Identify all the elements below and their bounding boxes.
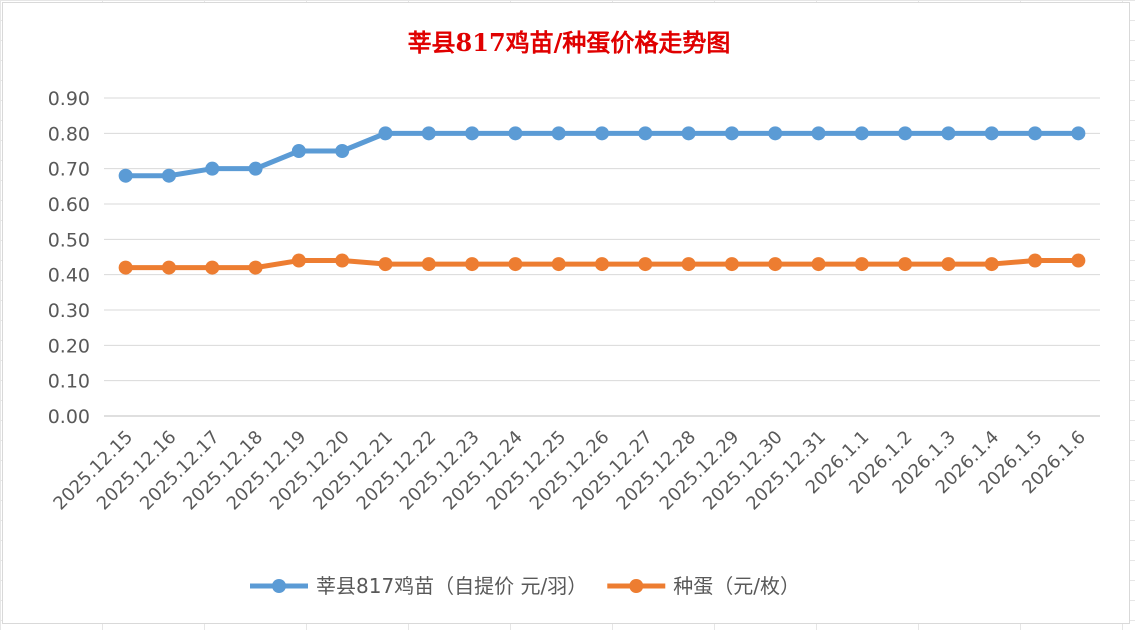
data-point[interactable]	[378, 257, 393, 272]
y-tick-label: 0.10	[48, 371, 90, 393]
data-point[interactable]	[421, 126, 436, 141]
data-point[interactable]	[768, 126, 783, 141]
data-point[interactable]	[291, 144, 306, 158]
data-point[interactable]	[854, 126, 869, 141]
y-tick-label: 0.00	[48, 406, 90, 428]
y-axis-ticks: 0.00 0.10 0.20 0.30 0.40 0.50 0.60 0.70 0.80 0.90	[48, 88, 90, 428]
data-point[interactable]	[984, 257, 999, 272]
data-point[interactable]	[941, 126, 956, 141]
legend[interactable]: 莘县817鸡苗（自提价 元/羽） 种蛋（元/枚）	[250, 574, 800, 598]
data-point[interactable]	[378, 126, 393, 141]
data-point[interactable]	[811, 126, 826, 141]
data-point[interactable]	[248, 161, 263, 176]
data-point[interactable]	[595, 126, 609, 141]
data-point[interactable]	[205, 161, 220, 176]
data-point[interactable]	[638, 257, 653, 272]
data-point[interactable]	[768, 257, 783, 272]
data-point[interactable]	[421, 257, 436, 272]
chart-title: 莘县817鸡苗/种蛋价格走势图	[408, 28, 731, 57]
y-tick-label: 0.40	[48, 265, 90, 287]
data-point[interactable]	[1071, 126, 1086, 141]
y-tick-label: 0.60	[48, 194, 90, 216]
line-chart: 莘县817鸡苗/种蛋价格走势图 0.00 0.10 0.20 0.30 0.40 0.50…	[48, 28, 1100, 598]
data-point[interactable]	[161, 168, 176, 183]
data-point[interactable]	[335, 253, 350, 268]
data-point[interactable]	[248, 260, 263, 275]
data-point[interactable]	[118, 168, 133, 183]
y-tick-label: 0.70	[48, 159, 90, 181]
data-point[interactable]	[811, 257, 826, 272]
data-point[interactable]	[898, 257, 913, 272]
data-point[interactable]	[551, 257, 566, 272]
data-point[interactable]	[291, 253, 306, 268]
data-point[interactable]	[898, 126, 913, 141]
data-point[interactable]	[465, 126, 480, 141]
data-point[interactable]	[551, 126, 566, 141]
legend-marker	[272, 579, 286, 593]
x-axis-ticks: 2025.12.152025.12.162025.12.172025.12.18…	[49, 427, 1089, 515]
data-point[interactable]	[638, 126, 653, 141]
y-tick-label: 0.30	[48, 300, 90, 322]
data-point[interactable]	[1028, 126, 1043, 141]
data-point[interactable]	[854, 257, 869, 272]
series-group	[118, 126, 1086, 275]
legend-label: 种蛋（元/枚）	[673, 574, 800, 598]
data-point[interactable]	[681, 126, 696, 141]
data-point[interactable]	[724, 126, 739, 141]
legend-label: 莘县817鸡苗（自提价 元/羽）	[316, 574, 587, 598]
y-tick-label: 0.90	[48, 88, 90, 110]
y-tick-label: 0.50	[48, 229, 90, 251]
legend-marker	[629, 579, 644, 593]
data-point[interactable]	[335, 144, 350, 158]
data-point[interactable]	[681, 257, 696, 272]
data-point[interactable]	[205, 260, 220, 275]
data-point[interactable]	[118, 260, 133, 275]
data-point[interactable]	[984, 126, 999, 141]
data-point[interactable]	[724, 257, 739, 272]
gridlines	[104, 97, 1100, 417]
data-point[interactable]	[1028, 253, 1043, 268]
data-point[interactable]	[161, 260, 176, 275]
y-tick-label: 0.20	[48, 335, 90, 357]
data-point[interactable]	[1071, 253, 1086, 268]
data-point[interactable]	[508, 257, 523, 272]
data-point[interactable]	[465, 257, 480, 272]
y-tick-label: 0.80	[48, 123, 90, 145]
data-point[interactable]	[508, 126, 523, 141]
data-point[interactable]	[941, 257, 956, 272]
data-point[interactable]	[595, 257, 609, 272]
